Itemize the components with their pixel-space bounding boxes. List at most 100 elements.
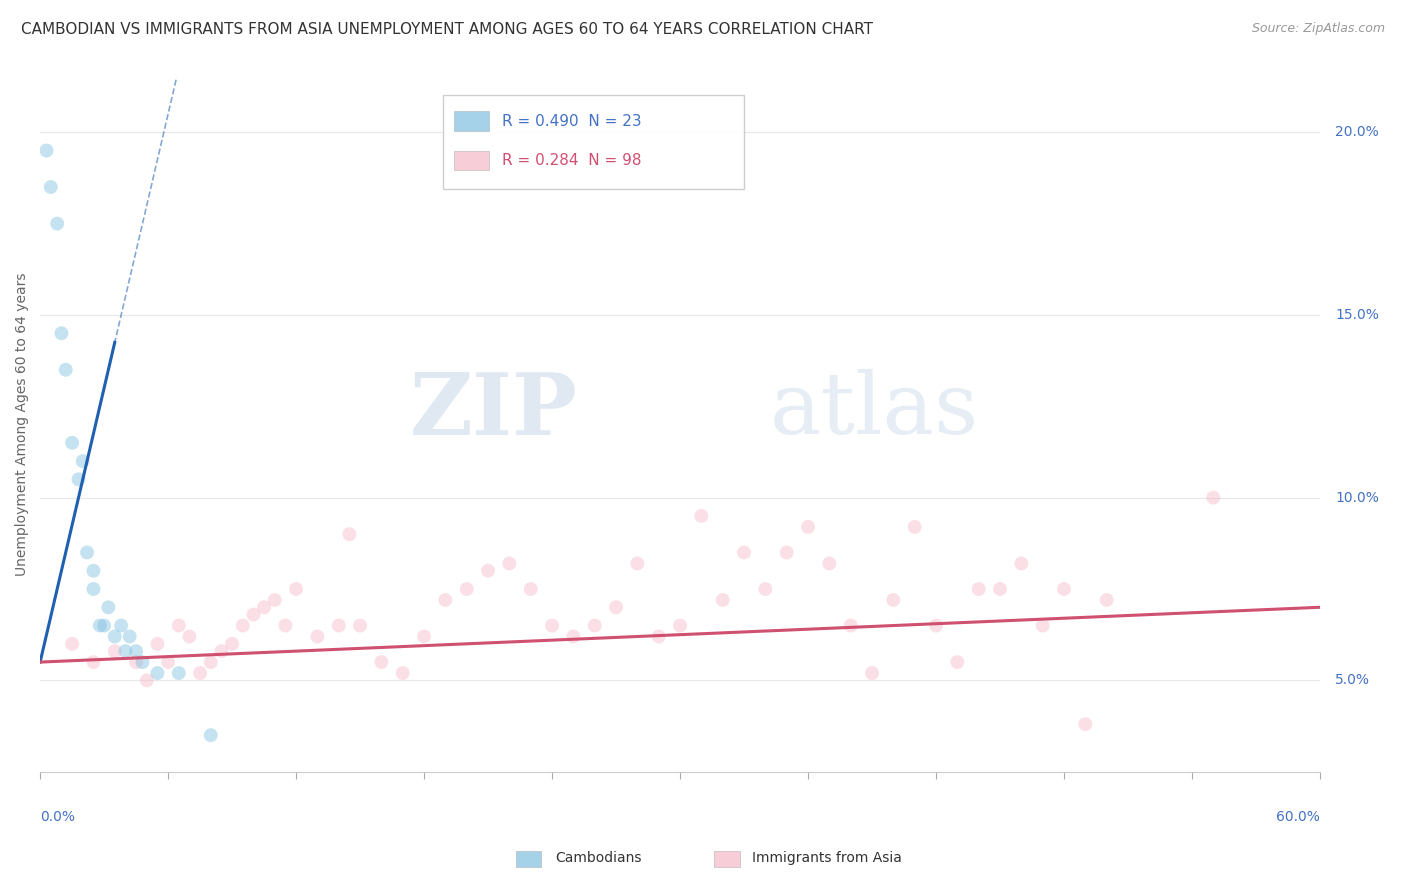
Point	[118, 630, 141, 644]
Text: 10.0%: 10.0%	[1336, 491, 1379, 505]
Point	[242, 607, 264, 622]
Point	[690, 508, 713, 523]
Point	[104, 644, 127, 658]
Text: ZIP: ZIP	[411, 368, 578, 452]
Point	[125, 644, 148, 658]
Point	[818, 557, 841, 571]
Point	[285, 582, 308, 596]
Point	[946, 655, 969, 669]
Point	[349, 618, 371, 632]
Text: 15.0%: 15.0%	[1336, 308, 1379, 322]
Point	[167, 618, 190, 632]
Point	[179, 630, 201, 644]
Point	[104, 630, 127, 644]
Text: 60.0%: 60.0%	[1277, 810, 1320, 824]
Point	[188, 666, 211, 681]
Point	[157, 655, 180, 669]
Point	[39, 180, 62, 194]
Point	[328, 618, 350, 632]
Point	[391, 666, 413, 681]
Point	[519, 582, 541, 596]
Point	[89, 618, 111, 632]
Point	[839, 618, 862, 632]
Point	[1074, 717, 1097, 731]
Point	[253, 600, 276, 615]
Point	[93, 618, 115, 632]
Point	[232, 618, 254, 632]
Point	[882, 593, 904, 607]
Point	[669, 618, 692, 632]
Point	[477, 564, 499, 578]
Point	[498, 557, 520, 571]
Text: CAMBODIAN VS IMMIGRANTS FROM ASIA UNEMPLOYMENT AMONG AGES 60 TO 64 YEARS CORRELA: CAMBODIAN VS IMMIGRANTS FROM ASIA UNEMPL…	[21, 22, 873, 37]
Point	[776, 545, 799, 559]
Point	[307, 630, 329, 644]
Point	[904, 520, 927, 534]
Text: Immigrants from Asia: Immigrants from Asia	[752, 851, 903, 865]
Point	[263, 593, 285, 607]
Text: atlas: atlas	[769, 369, 979, 452]
Point	[221, 637, 243, 651]
Point	[131, 655, 153, 669]
Point	[200, 728, 222, 742]
FancyBboxPatch shape	[454, 151, 489, 170]
Point	[167, 666, 190, 681]
Point	[135, 673, 157, 688]
Point	[146, 637, 169, 651]
Point	[209, 644, 232, 658]
Text: R = 0.284  N = 98: R = 0.284 N = 98	[502, 153, 641, 169]
Point	[274, 618, 297, 632]
Point	[60, 637, 83, 651]
Point	[146, 666, 169, 681]
Point	[562, 630, 585, 644]
Point	[67, 472, 90, 486]
Point	[711, 593, 734, 607]
Point	[860, 666, 883, 681]
Point	[82, 564, 104, 578]
Point	[72, 454, 94, 468]
Text: Source: ZipAtlas.com: Source: ZipAtlas.com	[1251, 22, 1385, 36]
Point	[925, 618, 948, 632]
Text: 0.0%: 0.0%	[41, 810, 75, 824]
Point	[370, 655, 392, 669]
Point	[82, 582, 104, 596]
FancyBboxPatch shape	[454, 112, 489, 131]
Point	[988, 582, 1011, 596]
Point	[114, 644, 136, 658]
Text: 5.0%: 5.0%	[1336, 673, 1371, 688]
Point	[967, 582, 990, 596]
Point	[125, 655, 148, 669]
Point	[583, 618, 606, 632]
Point	[605, 600, 627, 615]
Point	[733, 545, 755, 559]
Point	[1095, 593, 1118, 607]
Point	[110, 618, 132, 632]
Point	[754, 582, 776, 596]
Text: R = 0.490  N = 23: R = 0.490 N = 23	[502, 113, 641, 128]
Point	[55, 363, 77, 377]
Point	[82, 655, 104, 669]
FancyBboxPatch shape	[443, 95, 744, 188]
Point	[60, 435, 83, 450]
Point	[339, 527, 361, 541]
Point	[1202, 491, 1225, 505]
Point	[51, 326, 73, 341]
Point	[1053, 582, 1076, 596]
Point	[35, 144, 58, 158]
Point	[434, 593, 457, 607]
Point	[797, 520, 820, 534]
Point	[1032, 618, 1054, 632]
Point	[46, 217, 69, 231]
Point	[76, 545, 98, 559]
Point	[456, 582, 478, 596]
Point	[1010, 557, 1032, 571]
Point	[541, 618, 564, 632]
Text: 20.0%: 20.0%	[1336, 125, 1379, 139]
Point	[97, 600, 120, 615]
Point	[626, 557, 648, 571]
Text: Cambodians: Cambodians	[555, 851, 643, 865]
Point	[413, 630, 436, 644]
Point	[200, 655, 222, 669]
Point	[648, 630, 671, 644]
Y-axis label: Unemployment Among Ages 60 to 64 years: Unemployment Among Ages 60 to 64 years	[15, 273, 30, 576]
